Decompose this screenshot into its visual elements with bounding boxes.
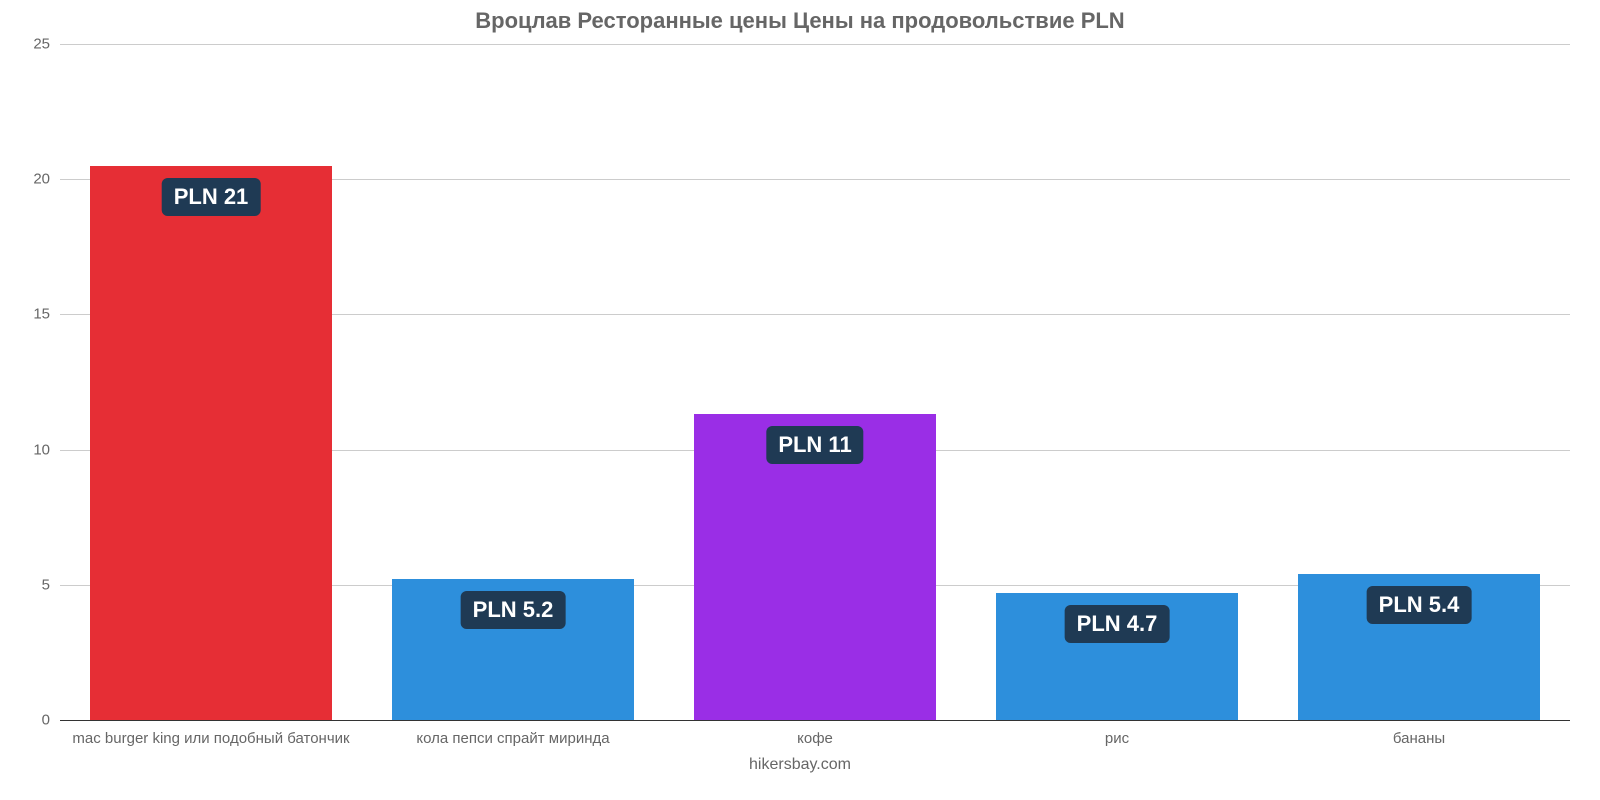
y-tick-label: 0	[42, 712, 60, 729]
bar-value-label: PLN 11	[766, 426, 863, 464]
y-tick-label: 20	[33, 171, 60, 188]
y-tick-label: 25	[33, 36, 60, 53]
x-tick-label: кофе	[797, 720, 833, 747]
attribution-text: hikersbay.com	[0, 756, 1600, 774]
y-tick-label: 15	[33, 306, 60, 323]
y-tick-label: 5	[42, 576, 60, 593]
x-tick-label: бананы	[1393, 720, 1445, 747]
price-bar-chart: Вроцлав Ресторанные цены Цены на продово…	[0, 0, 1600, 800]
plot-area: 0510152025PLN 21mac burger king или подо…	[60, 44, 1570, 720]
x-tick-label: mac burger king или подобный батончик	[72, 720, 349, 747]
y-tick-label: 10	[33, 441, 60, 458]
bar-value-label: PLN 5.4	[1367, 586, 1472, 624]
grid-line	[60, 44, 1570, 45]
bar	[90, 166, 332, 720]
bar-value-label: PLN 4.7	[1065, 605, 1170, 643]
x-tick-label: рис	[1105, 720, 1129, 747]
x-tick-label: кола пепси спрайт миринда	[416, 720, 609, 747]
bar-value-label: PLN 21	[162, 178, 261, 216]
chart-title: Вроцлав Ресторанные цены Цены на продово…	[0, 8, 1600, 34]
bar-value-label: PLN 5.2	[461, 591, 566, 629]
